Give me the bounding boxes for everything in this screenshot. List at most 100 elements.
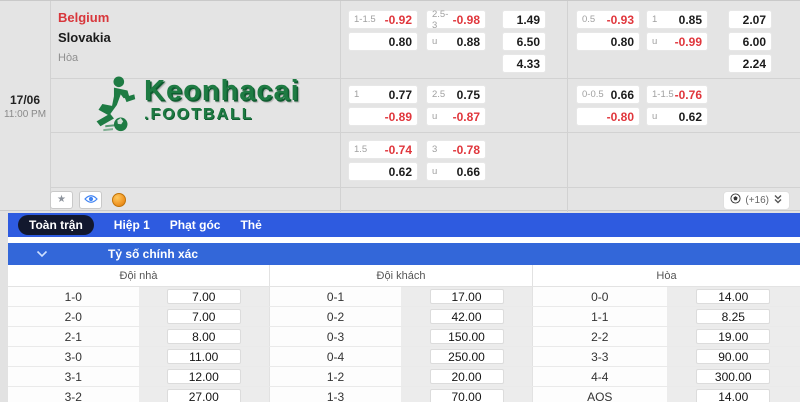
handicap-odds-button[interactable]: 0.62 — [348, 162, 418, 181]
score-odds-button[interactable]: 20.00 — [429, 369, 504, 384]
hot-match-icon — [112, 193, 126, 207]
score-odds-button[interactable]: 90.00 — [696, 349, 771, 364]
odds-value: 0.66 — [610, 87, 634, 102]
score-label: 0-0 — [533, 287, 667, 306]
chevron-down-icon[interactable] — [36, 250, 48, 258]
odds-cell: 19.00 — [666, 327, 800, 346]
handicap-odds-button[interactable]: 0.80 — [348, 32, 418, 51]
odds-value: 0.66 — [456, 164, 480, 179]
column-header-away: Đội khách — [270, 265, 533, 286]
over-under-odds-button[interactable]: u -0.87 — [426, 107, 486, 126]
total-line-label: 1 — [652, 14, 658, 25]
away-team-name[interactable]: Slovakia — [58, 30, 111, 45]
over-under-odds-button[interactable]: 3 -0.78 — [426, 140, 486, 159]
odds-value: 0.62 — [678, 109, 702, 124]
over-under-odds-button[interactable]: 1 0.85 — [646, 10, 708, 29]
handicap-odds-button[interactable]: -0.89 — [348, 107, 418, 126]
score-label: 0-1 — [270, 287, 401, 306]
divider — [567, 1, 568, 212]
score-odds-button[interactable]: 8.00 — [166, 329, 241, 344]
total-line-label: 1-1.5 — [652, 89, 674, 100]
odds-value: 0.88 — [456, 34, 480, 49]
score-odds-button[interactable]: 12.00 — [166, 369, 241, 384]
odds-value: 0.80 — [388, 34, 412, 49]
handicap-odds-button[interactable]: 1.5 -0.74 — [348, 140, 418, 159]
score-odds-button[interactable]: 150.00 — [429, 329, 504, 344]
logo-subtitle: .FOOTBALL — [144, 106, 254, 123]
tab-corners[interactable]: Phạt góc — [169, 218, 221, 232]
score-label: 4-4 — [533, 367, 667, 386]
score-label: 2-1 — [8, 327, 139, 346]
handicap-odds-button[interactable]: 0.5 -0.93 — [576, 10, 640, 29]
handicap-line-label: 1.5 — [354, 144, 368, 155]
divider — [340, 1, 341, 212]
over-under-odds-button[interactable]: u 0.62 — [646, 107, 708, 126]
odds-value: -0.99 — [674, 34, 702, 49]
total-line-label: 2.5-3 — [432, 8, 449, 31]
tab-full-match[interactable]: Toàn trận — [18, 215, 94, 235]
score-odds-button[interactable]: 250.00 — [429, 349, 504, 364]
logo-text: Keonhacai .FOOTBALL — [144, 75, 300, 124]
tab-cards[interactable]: Thẻ — [240, 218, 262, 232]
score-label: 1-2 — [270, 367, 401, 386]
one-x-two-odds-button[interactable]: 1.49 — [502, 10, 546, 29]
over-under-odds-button[interactable]: 1-1.5 -0.76 — [646, 85, 708, 104]
odds-cell: 90.00 — [666, 347, 800, 366]
one-x-two-odds-button[interactable]: 6.50 — [502, 32, 546, 51]
watch-button[interactable] — [79, 191, 102, 209]
score-label: 0-4 — [270, 347, 401, 366]
over-under-odds-button[interactable]: 2.5-3 -0.98 — [426, 8, 486, 31]
market-tabs: Toàn trận Hiệp 1 Phạt góc Thẻ — [8, 213, 800, 237]
double-chevron-down-icon — [773, 191, 783, 209]
score-odds-button[interactable]: 70.00 — [429, 389, 504, 402]
tab-first-half[interactable]: Hiệp 1 — [113, 218, 150, 232]
one-x-two-odds-button[interactable]: 4.33 — [502, 54, 546, 73]
more-markets-button[interactable]: (+16) — [723, 190, 790, 210]
score-odds-button[interactable]: 14.00 — [696, 389, 771, 402]
odds-value: 6.50 — [516, 34, 540, 49]
odds-cell: 7.00 — [138, 287, 269, 306]
score-label: 3-1 — [8, 367, 139, 386]
over-under-odds-button[interactable]: u 0.88 — [426, 32, 486, 51]
odds-value: 4.33 — [516, 56, 540, 71]
handicap-odds-button[interactable]: 0.80 — [576, 32, 640, 51]
score-odds-button[interactable]: 19.00 — [696, 329, 771, 344]
under-label: u — [432, 111, 438, 122]
one-x-two-odds-button[interactable]: 2.07 — [728, 10, 772, 29]
odds-cell: 17.00 — [401, 287, 532, 306]
soccer-ball-icon — [730, 191, 741, 209]
odds-value: -0.87 — [452, 109, 480, 124]
odds-value: -0.92 — [384, 12, 412, 27]
odds-value: 2.07 — [742, 12, 766, 27]
divider — [50, 187, 800, 188]
under-label: u — [432, 36, 438, 47]
odds-value: 0.80 — [610, 34, 634, 49]
favorite-button[interactable]: ★ — [50, 191, 73, 209]
over-under-odds-button[interactable]: u -0.99 — [646, 32, 708, 51]
divider — [50, 1, 51, 212]
score-odds-button[interactable]: 7.00 — [166, 309, 241, 324]
handicap-odds-button[interactable]: 1-1.5 -0.92 — [348, 10, 418, 29]
home-team-name[interactable]: Belgium — [58, 10, 110, 25]
table-row: 3-2 27.00 1-3 70.00 AOS 14.00 — [8, 387, 800, 402]
score-odds-button[interactable]: 11.00 — [166, 349, 241, 364]
handicap-odds-button[interactable]: -0.80 — [576, 107, 640, 126]
score-odds-button[interactable]: 7.00 — [166, 289, 241, 304]
one-x-two-odds-button[interactable]: 6.00 — [728, 32, 772, 51]
score-odds-button[interactable]: 17.00 — [429, 289, 504, 304]
section-correct-score-header[interactable]: Tỷ số chính xác — [8, 243, 800, 265]
odds-cell: 8.25 — [666, 307, 800, 326]
over-under-odds-button[interactable]: 2.5 0.75 — [426, 85, 486, 104]
handicap-odds-button[interactable]: 1 0.77 — [348, 85, 418, 104]
score-odds-button[interactable]: 27.00 — [166, 389, 241, 402]
over-under-odds-button[interactable]: u 0.66 — [426, 162, 486, 181]
handicap-odds-button[interactable]: 0-0.5 0.66 — [576, 85, 640, 104]
score-odds-button[interactable]: 42.00 — [429, 309, 504, 324]
one-x-two-odds-button[interactable]: 2.24 — [728, 54, 772, 73]
score-odds-button[interactable]: 300.00 — [696, 369, 771, 384]
odds-value: -0.80 — [606, 109, 634, 124]
score-odds-button[interactable]: 14.00 — [696, 289, 771, 304]
score-odds-button[interactable]: 8.25 — [696, 309, 771, 324]
odds-value: 2.24 — [742, 56, 766, 71]
